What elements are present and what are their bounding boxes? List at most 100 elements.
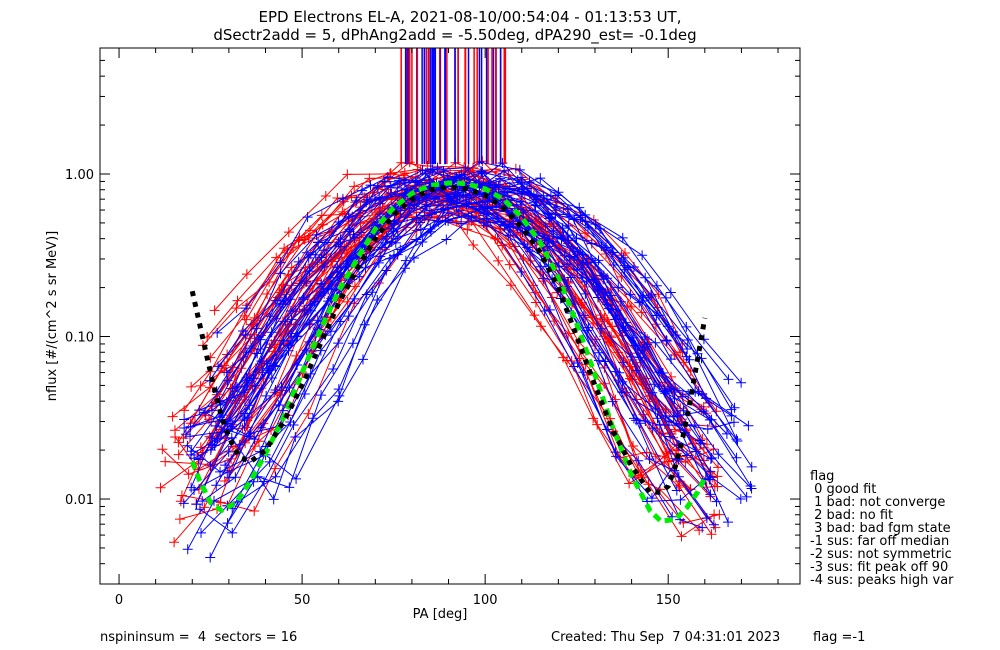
blue-spectrum-point — [291, 473, 302, 484]
blue-spectrum-point — [205, 445, 216, 456]
blue-spectrum-line — [184, 199, 712, 429]
legend-entry: 2 bad: no fit — [810, 508, 893, 523]
legend-entry: 3 bad: bad fgm state — [810, 521, 951, 536]
blue-spectrum-point — [580, 288, 591, 299]
blue-spectrum-point — [466, 212, 477, 223]
blue-spectrum-point — [460, 190, 471, 201]
blue-spectrum-point — [652, 413, 663, 424]
red-spectrum-point — [364, 173, 375, 184]
blue-spectrum-point — [430, 193, 441, 204]
blue-spectrum-point — [602, 424, 613, 435]
blue-spectrum-point — [284, 382, 295, 393]
blue-spectrum-point — [639, 342, 650, 353]
legend-title: flag — [810, 469, 834, 484]
blue-spectrum-point — [681, 450, 692, 461]
blue-spectrum-point — [460, 162, 471, 173]
blue-spectrum-point — [256, 422, 267, 433]
red-spectrum-point — [160, 456, 171, 467]
blue-spectrum-point — [415, 224, 426, 235]
red-spectrum-point — [468, 240, 479, 251]
blue-spectrum-point — [602, 299, 613, 310]
blue-spectrum-point — [611, 451, 622, 462]
blue-spectrum-point — [580, 216, 591, 227]
blue-spectrum-point — [270, 385, 281, 396]
blue-spectrum-point — [702, 424, 713, 435]
blue-spectrum-point — [185, 431, 196, 442]
blue-spectrum-point — [575, 210, 586, 221]
x-tick-label: 100 — [473, 593, 498, 608]
blue-spectrum-line — [200, 204, 729, 534]
blue-spectrum-point — [242, 377, 253, 388]
red-spectrum-point — [155, 482, 166, 493]
blue-spectrum-point — [185, 421, 196, 432]
blue-spectrum-point — [222, 518, 233, 529]
blue-spectrum-point — [182, 544, 193, 555]
footer-flag: flag =-1 — [813, 630, 865, 645]
legend-entry: 0 good fit — [810, 482, 876, 497]
blue-spectrum-point — [286, 314, 297, 325]
blue-spectrum-point — [668, 326, 679, 337]
blue-spectrum-point — [348, 229, 359, 240]
blue-spectrum-point — [558, 231, 569, 242]
blue-spectrum-point — [568, 361, 579, 372]
red-spectrum-point — [714, 509, 725, 520]
blue-spectrum-point — [299, 304, 310, 315]
blue-spectrum-point — [286, 328, 297, 339]
blue-spectrum-point — [630, 340, 641, 351]
legend-entry: 1 bad: not converge — [810, 495, 945, 510]
red-spectrum-point — [592, 419, 603, 430]
blue-spectrum-point — [310, 249, 321, 260]
blue-spectrum-point — [386, 236, 397, 247]
blue-spectrum-point — [270, 295, 281, 306]
blue-spectrum-point — [689, 420, 700, 431]
blue-spectrum-point — [618, 357, 629, 368]
blue-spectrum-point — [319, 245, 330, 256]
blue-spectrum-point — [333, 396, 344, 407]
blue-spectrum-point — [302, 212, 313, 223]
blue-spectrum-point — [535, 173, 546, 184]
blue-spectrum-point — [215, 466, 226, 477]
red-spectrum-point — [242, 300, 253, 311]
blue-spectrum-point — [484, 195, 495, 206]
blue-spectrum-point — [178, 498, 189, 509]
red-spectrum-point — [199, 502, 210, 513]
blue-spectrum-point — [516, 196, 527, 207]
blue-spectrum-point — [665, 287, 676, 298]
blue-spectrum-point — [372, 295, 383, 306]
blue-spectrum-point — [285, 335, 296, 346]
red-spectrum-point — [157, 444, 168, 455]
blue-spectrum-point — [697, 522, 708, 533]
red-spectrum-point — [493, 255, 504, 266]
blue-spectrum-point — [224, 472, 235, 483]
blue-spectrum-point — [735, 493, 746, 504]
y-tick-label: 0.01 — [65, 493, 94, 508]
blue-spectrum-point — [694, 435, 705, 446]
blue-spectrum-point — [316, 278, 327, 289]
blue-spectrum-point — [357, 354, 368, 365]
red-spectrum-point — [529, 310, 540, 321]
blue-spectrum-point — [631, 365, 642, 376]
blue-spectrum-point — [666, 384, 677, 395]
blue-spectrum-point — [613, 282, 624, 293]
blue-spectrum-point — [252, 348, 263, 359]
blue-spectrum-point — [182, 440, 193, 451]
blue-spectrum-point — [705, 453, 716, 464]
red-spectrum-point — [175, 496, 186, 507]
red-spectrum-point — [558, 352, 569, 363]
blue-spectrum-line — [220, 217, 732, 417]
blue-spectrum-line — [210, 186, 753, 468]
blue-spectrum-point — [661, 336, 672, 347]
blue-spectrum-point — [478, 208, 489, 219]
blue-spectrum-line — [187, 167, 708, 519]
blue-spectrum-point — [600, 356, 611, 367]
blue-spectrum-point — [374, 209, 385, 220]
red-spectrum-point — [504, 259, 515, 270]
blue-spectrum-point — [562, 230, 573, 241]
blue-spectrum-point — [726, 410, 737, 421]
blue-spectrum-point — [356, 227, 367, 238]
blue-spectrum-point — [681, 321, 692, 332]
chart-title: EPD Electrons EL-A, 2021-08-10/00:54:04 … — [259, 8, 682, 26]
blue-spectrum-point — [375, 198, 386, 209]
blue-spectrum-point — [646, 493, 657, 504]
